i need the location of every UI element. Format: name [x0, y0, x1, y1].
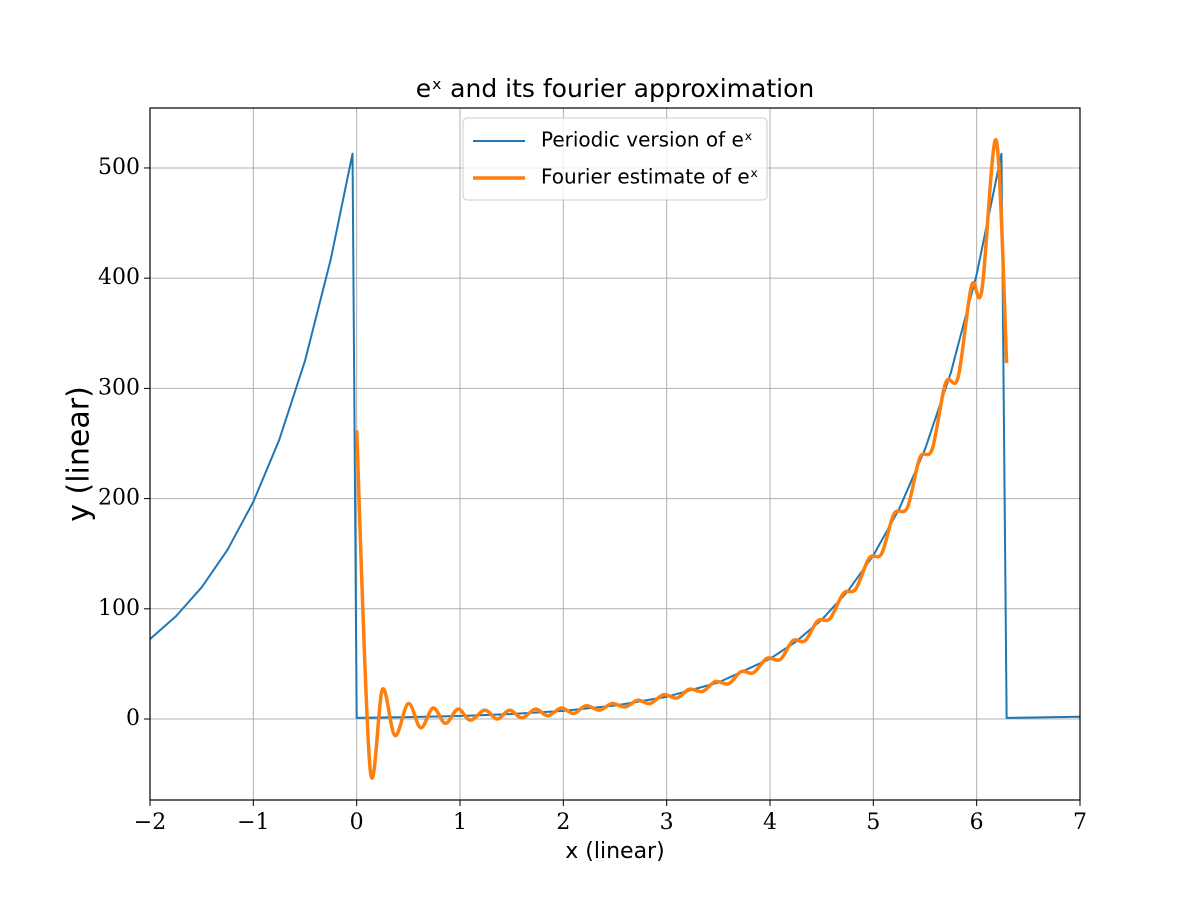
x-tick-label: 6 — [970, 810, 984, 835]
x-tick-label: 5 — [866, 810, 880, 835]
x-tick-label: 3 — [660, 810, 674, 835]
x-tick-label: 1 — [453, 810, 467, 835]
legend-label: Periodic version of eˣ — [541, 128, 753, 152]
y-tick-label: 0 — [126, 706, 140, 731]
y-tick-label: 300 — [98, 375, 140, 400]
y-axis-label: y (linear) — [62, 386, 97, 522]
legend-box — [462, 117, 768, 201]
y-tick-label: 200 — [98, 486, 140, 511]
y-tick-label: 400 — [98, 265, 140, 290]
x-tick-label: 7 — [1073, 810, 1087, 835]
legend-label: Fourier estimate of eˣ — [541, 165, 759, 189]
chart-title: eˣ and its fourier approximation — [416, 74, 815, 103]
x-tick-label: −2 — [134, 810, 166, 835]
x-tick-label: 2 — [556, 810, 570, 835]
plot-frame — [149, 107, 1081, 801]
y-tick-label: 500 — [98, 155, 140, 180]
x-tick-label: −1 — [237, 810, 269, 835]
ticks: −2 −1 0 1 2 3 4 5 6 7 0 100 200 300 400 500 — [98, 155, 1087, 835]
plot-lines — [150, 138, 1080, 780]
data-line — [354, 138, 1009, 780]
y-tick-label: 100 — [98, 596, 140, 621]
x-tick-label: 4 — [763, 810, 777, 835]
x-axis-label: x (linear) — [565, 839, 664, 864]
x-tick-label: 0 — [350, 810, 364, 835]
legend: Periodic version of eˣ Fourier estimate o… — [462, 117, 768, 201]
